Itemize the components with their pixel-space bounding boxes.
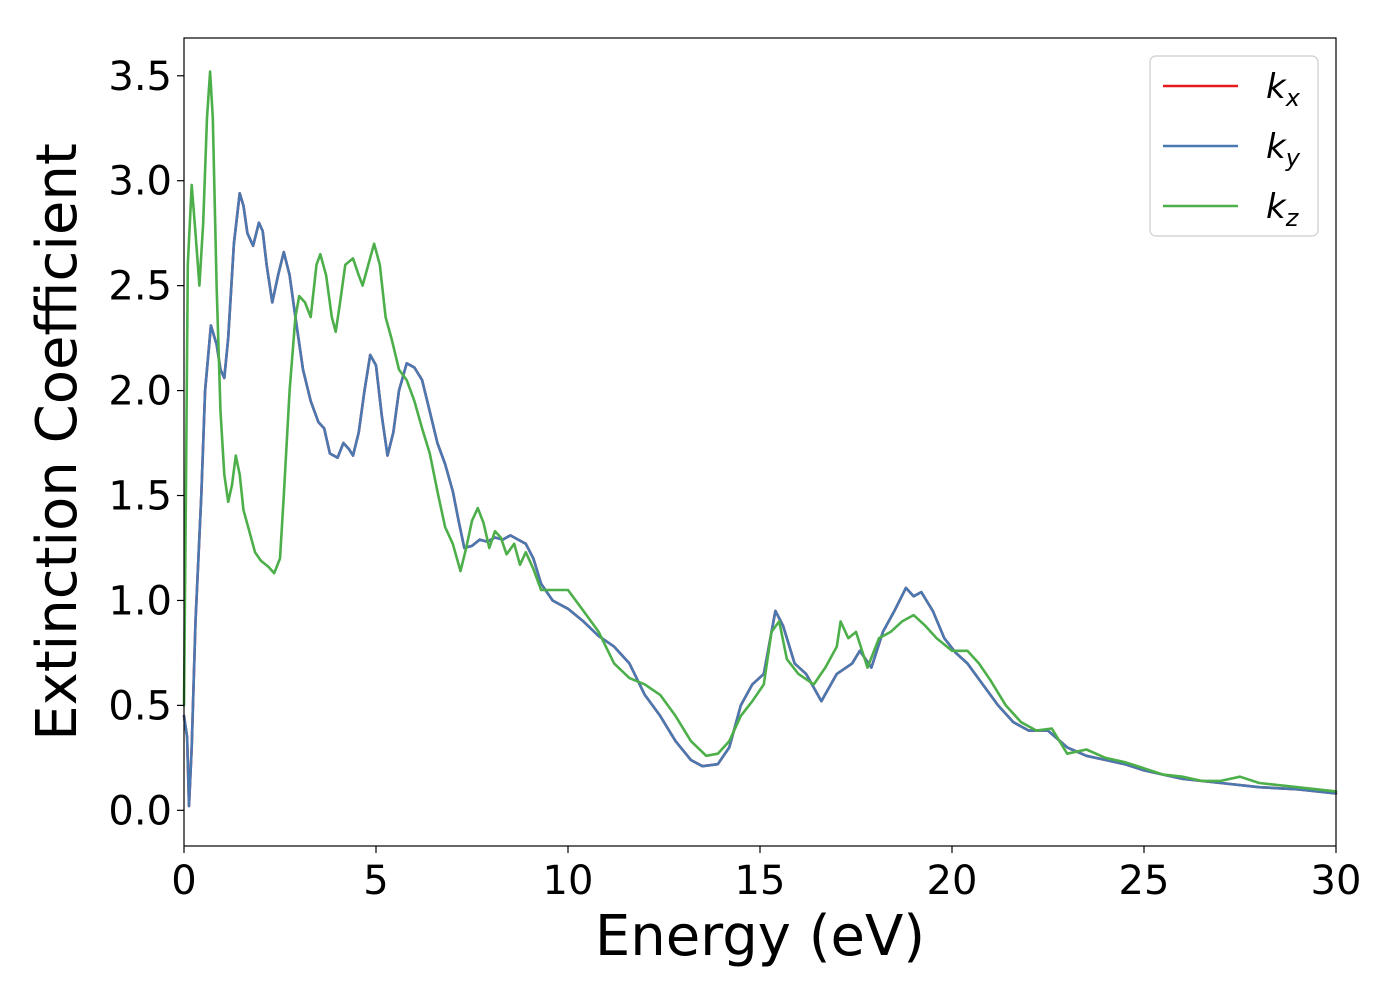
legend-label-kz: kz: [1266, 187, 1300, 232]
y-tick-label: 0.0: [108, 788, 172, 834]
x-axis-title: Energy (eV): [595, 904, 925, 969]
series-layer: [182, 70, 1338, 808]
y-tick-label: 2.0: [108, 369, 172, 415]
y-tick-label: 1.5: [108, 474, 172, 520]
x-tick-label: 20: [927, 858, 978, 904]
x-tick-label: 0: [171, 858, 196, 904]
y-tick-label: 1.0: [108, 578, 172, 624]
x-tick-label: 15: [735, 858, 786, 904]
x-tick-label: 25: [1119, 858, 1170, 904]
x-tick-label: 5: [363, 858, 388, 904]
y-axis-title: Extinction Coefficient: [25, 143, 90, 741]
series-line-ky: [182, 192, 1338, 808]
series-line-kx: [182, 192, 1338, 808]
y-tick-label: 2.5: [108, 264, 172, 310]
y-tick-label: 3.5: [108, 54, 172, 100]
y-tick-label: 3.0: [108, 159, 172, 205]
x-tick-label: 10: [543, 858, 594, 904]
legend-label-kx: kx: [1266, 67, 1301, 112]
legend-label-ky: ky: [1266, 127, 1301, 172]
y-tick-label: 0.5: [108, 683, 172, 729]
y-axis: 0.0 0.5 1.0 1.5 2.0 2.5 3.0 3.5: [108, 54, 184, 834]
legend: kx ky kz: [1149, 55, 1319, 237]
series-line-kz: [182, 70, 1338, 793]
x-tick-label: 30: [1311, 858, 1362, 904]
x-axis: 0 5 10 15 20 25 30: [171, 846, 1361, 904]
